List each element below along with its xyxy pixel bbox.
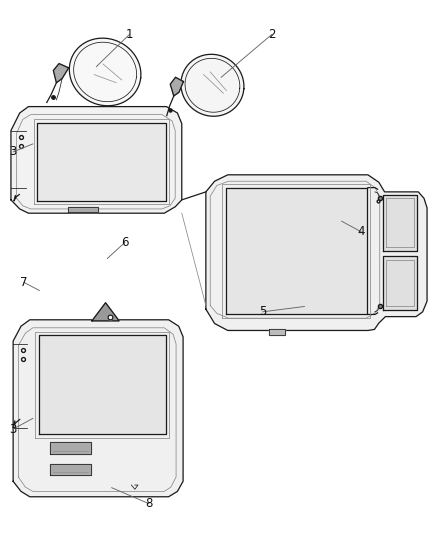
Polygon shape xyxy=(69,38,141,106)
Polygon shape xyxy=(13,320,183,497)
Polygon shape xyxy=(39,335,166,434)
Polygon shape xyxy=(50,464,91,475)
Text: 5: 5 xyxy=(259,305,266,318)
Polygon shape xyxy=(383,256,417,310)
Text: 2: 2 xyxy=(268,28,276,41)
Text: 6: 6 xyxy=(121,236,129,249)
Polygon shape xyxy=(92,303,119,321)
Polygon shape xyxy=(206,175,427,330)
Polygon shape xyxy=(50,442,91,454)
Text: 1: 1 xyxy=(125,28,133,41)
Polygon shape xyxy=(226,188,367,314)
Polygon shape xyxy=(11,107,182,213)
Polygon shape xyxy=(53,63,69,83)
Polygon shape xyxy=(269,329,285,335)
Text: 4: 4 xyxy=(357,225,365,238)
Polygon shape xyxy=(170,77,184,96)
Polygon shape xyxy=(37,123,166,201)
Text: 8: 8 xyxy=(145,497,152,510)
Text: 3: 3 xyxy=(10,146,17,158)
Polygon shape xyxy=(181,54,244,116)
Polygon shape xyxy=(68,207,98,212)
Text: 3: 3 xyxy=(10,423,17,435)
Text: 7: 7 xyxy=(20,276,28,289)
Polygon shape xyxy=(383,195,417,251)
